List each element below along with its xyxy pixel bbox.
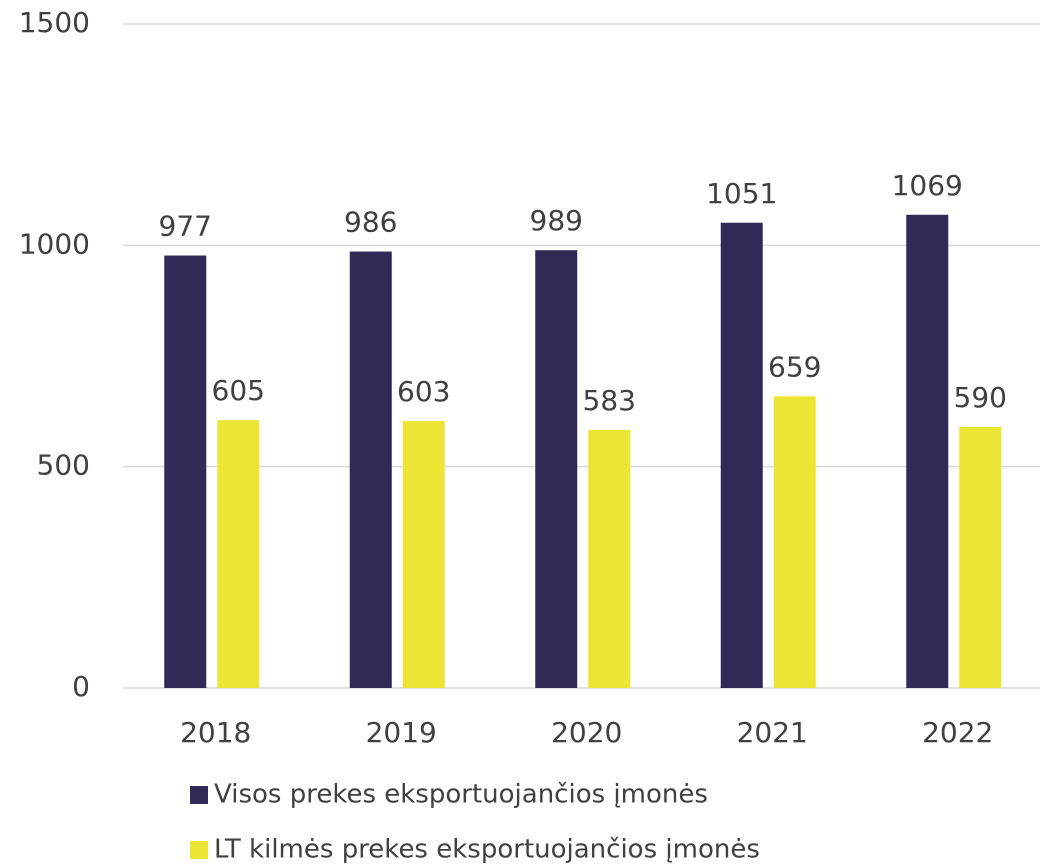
y-tick-label: 1000 bbox=[19, 227, 90, 260]
value-label: 986 bbox=[344, 206, 397, 239]
y-tick-label: 1500 bbox=[19, 6, 90, 39]
bar bbox=[906, 214, 949, 688]
legend-label: LT kilmės prekes eksportuojančios įmonės bbox=[214, 835, 760, 865]
value-label: 590 bbox=[954, 381, 1007, 414]
value-label: 659 bbox=[768, 350, 821, 383]
x-tick-label: 2020 bbox=[551, 716, 622, 749]
value-label: 605 bbox=[212, 374, 265, 407]
x-tick-label: 2021 bbox=[737, 716, 808, 749]
value-label: 583 bbox=[583, 384, 636, 417]
bar bbox=[402, 421, 445, 688]
bar bbox=[217, 420, 260, 688]
value-label: 989 bbox=[530, 204, 583, 237]
y-tick-label: 0 bbox=[72, 670, 90, 703]
bar bbox=[535, 250, 578, 688]
bar bbox=[349, 251, 392, 688]
value-label: 1069 bbox=[892, 169, 963, 202]
value-label: 977 bbox=[159, 210, 212, 243]
bar bbox=[959, 426, 1002, 688]
x-tick-label: 2022 bbox=[922, 716, 993, 749]
bar bbox=[773, 396, 816, 688]
legend-swatch bbox=[190, 841, 208, 859]
legend-swatch bbox=[190, 786, 208, 804]
value-label: 1051 bbox=[706, 177, 777, 210]
bar bbox=[164, 255, 207, 689]
x-tick-label: 2018 bbox=[180, 716, 251, 749]
bar bbox=[720, 222, 763, 689]
value-label: 603 bbox=[397, 375, 450, 408]
bar bbox=[588, 429, 631, 688]
x-tick-label: 2019 bbox=[366, 716, 437, 749]
legend-label: Visos prekes eksportuojančios įmonės bbox=[214, 780, 708, 810]
y-tick-label: 500 bbox=[37, 449, 90, 482]
